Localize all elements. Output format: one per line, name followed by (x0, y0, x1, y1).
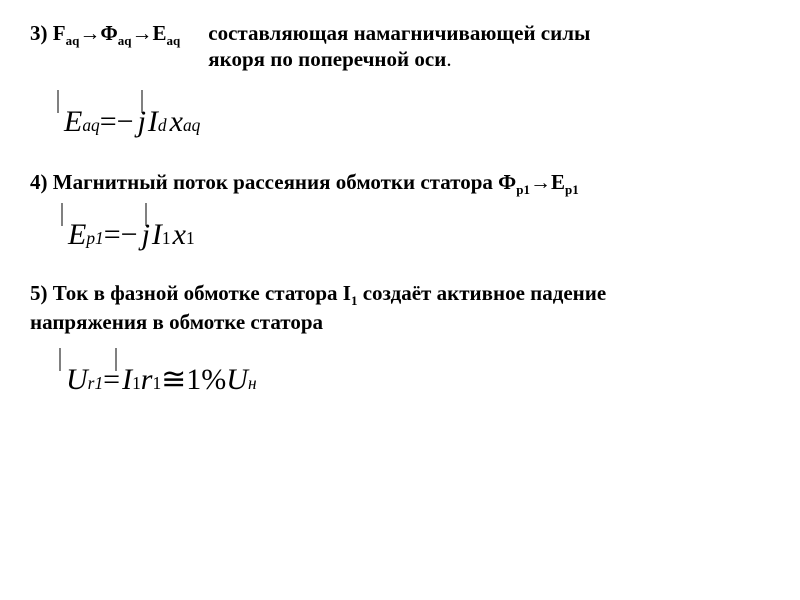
eq1-minus: − (117, 105, 134, 139)
item3-arrow1: → (79, 21, 100, 45)
eq3-U-sub: r1 (88, 373, 103, 394)
eq2-I: I (150, 218, 162, 252)
item3-desc-line2: якоря по поперечной оси (208, 47, 446, 71)
eq1-eq: = (100, 105, 117, 139)
item4-text: 4) Магнитный поток рассеяния обмотки ста… (30, 170, 516, 194)
equation-2-wrap: Ep1 = − jI1x1 (66, 218, 770, 252)
item4-sub2: р1 (565, 182, 579, 197)
eq1-I-sub: d (158, 115, 167, 136)
item-3-chain: 3) Faq→Φaq→Eaq (30, 20, 180, 49)
eq1-x: x (170, 105, 183, 139)
item3-E: E (153, 21, 167, 45)
item5-line2: напряжения в обмотке статора (30, 310, 323, 334)
eq1-E: E (62, 105, 82, 139)
eq2-E: E (66, 218, 86, 252)
item3-sub2: aq (118, 33, 132, 48)
equation-3: Ur1 = I1r1 ≅ 1%Uн (64, 362, 770, 397)
item-4-line: 4) Магнитный поток рассеяния обмотки ста… (30, 169, 770, 198)
eq2-eq: = (104, 218, 121, 252)
eq2-x-sub: 1 (186, 228, 195, 249)
equation-3-wrap: Ur1 = I1r1 ≅ 1%Uн (64, 362, 770, 397)
item-5-para: 5) Ток в фазной обмотке статора I1 созда… (30, 280, 770, 336)
eq3-U: U (64, 363, 88, 397)
item-3-line: 3) Faq→Φaq→Eaq составляющая намагничиваю… (30, 20, 770, 73)
item3-period: . (446, 47, 451, 71)
eq2-E-sub: p1 (86, 228, 103, 249)
item5-line1a: 5) Ток в фазной обмотке статора I (30, 281, 351, 305)
eq2-minus: − (121, 218, 138, 252)
eq2-x: x (173, 218, 186, 252)
item4-arrow: → (530, 170, 551, 194)
equation-1: Eaq = − jId xaq (62, 105, 770, 139)
eq1-E-sub: aq (82, 115, 99, 136)
item3-phi: Φ (100, 21, 117, 45)
eq3-eq: = (103, 363, 120, 397)
equation-2: Ep1 = − jI1x1 (66, 218, 770, 252)
eq3-val: 1% (186, 363, 226, 397)
eq1-I: I (146, 105, 158, 139)
slide-page: 3) Faq→Φaq→Eaq составляющая намагничиваю… (0, 0, 800, 600)
eq3-Uu-sub: н (248, 373, 257, 394)
item-3-desc: составляющая намагничивающей силы якоря … (208, 20, 590, 73)
eq1-x-sub: aq (183, 115, 200, 136)
eq3-I: I (120, 363, 132, 397)
eq2-I-sub: 1 (162, 228, 171, 249)
item3-prefix: 3) F (30, 21, 66, 45)
eq3-I-sub: 1 (132, 373, 141, 394)
item3-desc-line1: составляющая намагничивающей силы (208, 21, 590, 45)
eq3-r: r (141, 363, 153, 397)
item3-sub1: aq (66, 33, 80, 48)
item4-sub1: р1 (516, 182, 530, 197)
equation-1-wrap: Eaq = − jId xaq (62, 105, 770, 139)
item5-line1b: создаёт активное падение (357, 281, 606, 305)
item3-sub3: aq (167, 33, 181, 48)
eq3-Uu: U (226, 363, 248, 397)
item4-E: E (551, 170, 565, 194)
eq3-approx: ≅ (161, 362, 186, 397)
eq3-r-sub: 1 (152, 373, 161, 394)
item3-arrow2: → (132, 21, 153, 45)
